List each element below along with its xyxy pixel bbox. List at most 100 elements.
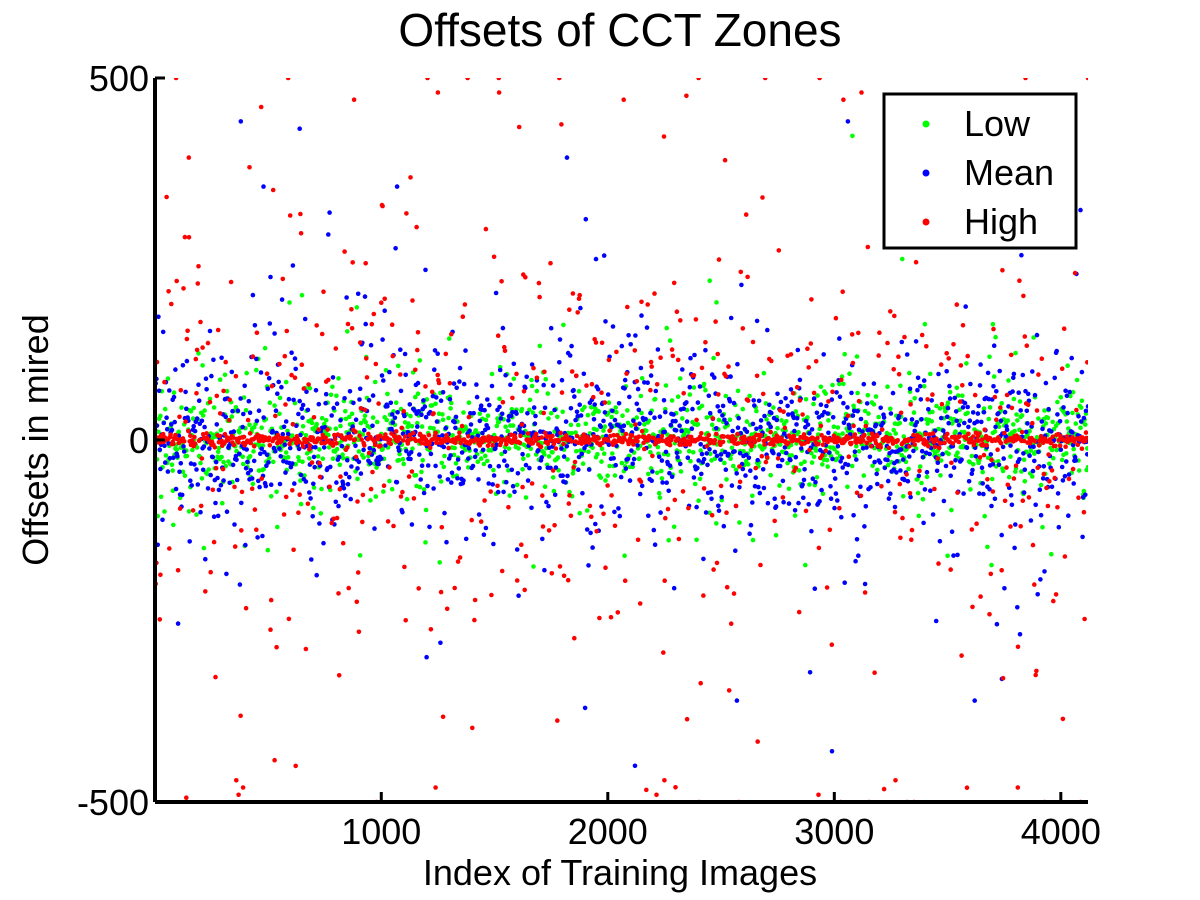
point-high: [576, 296, 582, 302]
point-low: [505, 428, 511, 434]
point-low: [1017, 399, 1023, 404]
point-mean: [1016, 390, 1021, 396]
point-mean: [810, 476, 816, 482]
point-low: [194, 512, 199, 517]
point-mean: [257, 484, 262, 490]
point-high: [264, 371, 270, 377]
point-high: [435, 90, 441, 95]
point-mean: [660, 480, 665, 485]
point-low: [466, 465, 471, 470]
point-high: [948, 567, 953, 572]
point-mean: [792, 428, 797, 434]
point-high: [387, 437, 393, 443]
point-mean: [487, 402, 492, 408]
point-mean: [680, 367, 685, 372]
point-high: [724, 584, 730, 590]
point-high: [298, 211, 303, 217]
point-mean: [331, 405, 337, 411]
point-mean: [472, 454, 478, 460]
point-mean: [248, 468, 254, 473]
point-mean: [872, 459, 877, 465]
point-mean: [669, 474, 675, 480]
point-low: [709, 458, 714, 463]
point-mean: [249, 476, 255, 481]
point-mean: [915, 375, 921, 381]
point-mean: [371, 447, 377, 453]
point-high: [888, 309, 893, 314]
point-high: [245, 417, 251, 423]
point-mean: [293, 366, 299, 372]
point-high: [936, 445, 942, 451]
point-high: [923, 431, 928, 437]
point-mean: [310, 514, 316, 519]
point-low: [347, 414, 352, 420]
point-mean: [442, 510, 447, 516]
point-mean: [881, 415, 887, 420]
point-high: [1060, 716, 1066, 722]
point-mean: [553, 465, 559, 470]
point-mean: [832, 505, 837, 511]
point-mean: [934, 468, 940, 474]
point-mean: [416, 409, 422, 414]
point-low: [603, 478, 608, 483]
point-mean: [699, 471, 704, 477]
point-mean: [1014, 449, 1019, 454]
point-mean: [261, 184, 266, 189]
point-low: [887, 432, 892, 437]
point-high: [211, 539, 217, 545]
point-mean: [423, 414, 429, 420]
point-mean: [940, 451, 945, 457]
point-high: [236, 440, 241, 445]
point-high: [234, 778, 239, 783]
point-high: [362, 407, 368, 413]
point-mean: [1015, 605, 1020, 610]
point-mean: [523, 462, 529, 468]
point-mean: [638, 365, 644, 371]
point-mean: [389, 426, 394, 432]
point-mean: [707, 410, 713, 416]
point-mean: [833, 491, 839, 496]
point-high: [199, 456, 205, 461]
point-low: [644, 428, 649, 434]
point-low: [184, 453, 190, 459]
point-mean: [890, 449, 895, 454]
point-low: [907, 370, 912, 376]
point-mean: [868, 485, 873, 490]
point-mean: [917, 383, 923, 389]
point-mean: [746, 455, 752, 461]
point-mean: [355, 466, 360, 471]
point-mean: [805, 422, 811, 427]
point-low: [300, 459, 305, 465]
point-high: [358, 406, 364, 411]
point-low: [1066, 426, 1071, 431]
point-high: [1015, 785, 1021, 790]
point-high: [548, 260, 553, 266]
point-high: [407, 432, 413, 438]
point-low: [307, 385, 313, 391]
point-low: [991, 374, 997, 379]
point-mean: [302, 316, 308, 322]
point-low: [642, 422, 647, 427]
point-mean: [1011, 375, 1016, 381]
point-low: [1019, 469, 1024, 474]
point-mean: [1024, 408, 1030, 414]
point-high: [325, 427, 330, 432]
x-tick-label: 4000: [1021, 811, 1101, 852]
point-mean: [877, 460, 883, 465]
point-mean: [963, 304, 968, 309]
point-mean: [157, 447, 163, 453]
point-mean: [449, 470, 455, 476]
point-mean: [684, 400, 689, 405]
point-low: [420, 458, 426, 463]
point-low: [607, 463, 612, 469]
point-mean: [496, 463, 502, 469]
point-high: [892, 313, 897, 319]
point-high: [226, 417, 232, 423]
point-high: [826, 399, 831, 404]
point-mean: [480, 430, 485, 436]
point-mean: [493, 290, 499, 296]
point-high: [584, 383, 589, 388]
point-low: [762, 433, 768, 439]
point-mean: [494, 442, 500, 448]
point-low: [987, 405, 993, 410]
